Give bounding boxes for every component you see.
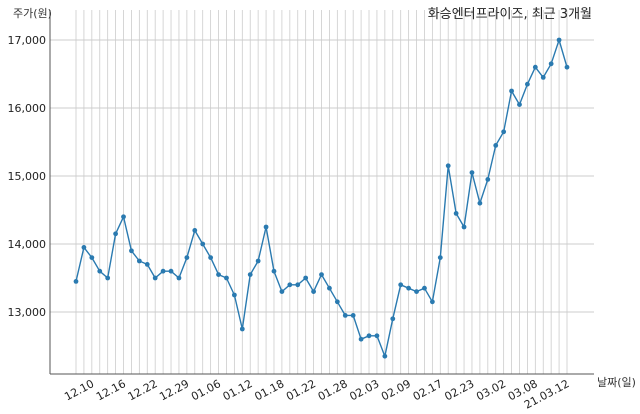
- data-point: [461, 224, 467, 230]
- chart-title: 화승엔터프라이즈, 최근 3개월: [428, 7, 592, 22]
- x-tick-label: 02.23: [442, 377, 476, 403]
- data-point: [334, 299, 340, 305]
- data-point: [295, 282, 301, 288]
- data-point: [477, 200, 483, 206]
- grid-lines: [50, 10, 594, 374]
- data-point: [429, 299, 435, 305]
- data-point: [319, 272, 324, 277]
- data-point: [121, 214, 126, 220]
- data-point: [200, 241, 206, 247]
- data-point: [327, 285, 332, 291]
- data-point: [556, 37, 562, 43]
- data-point: [540, 75, 546, 80]
- data-point: [192, 228, 198, 233]
- x-tick-label: 03.02: [474, 377, 508, 403]
- data-point: [509, 88, 514, 94]
- data-point: [73, 279, 79, 284]
- data-point: [445, 163, 451, 169]
- data-point: [97, 268, 103, 274]
- data-point: [255, 258, 261, 264]
- data-point: [350, 313, 356, 318]
- x-tick-label: 12.10: [62, 377, 96, 403]
- data-point: [303, 275, 309, 281]
- x-tick-label: 02.09: [379, 377, 413, 403]
- x-tick-label: 02.03: [347, 377, 381, 403]
- data-point: [390, 316, 396, 322]
- data-point: [168, 268, 174, 274]
- y-tick-label: 13,000: [8, 306, 47, 319]
- data-point: [105, 275, 111, 281]
- data-point: [437, 255, 443, 260]
- data-point: [398, 282, 404, 288]
- data-point: [279, 289, 285, 294]
- x-tick-label: 12.22: [126, 377, 160, 403]
- data-point: [366, 333, 372, 339]
- data-point: [414, 289, 419, 294]
- data-point: [564, 64, 570, 70]
- data-point: [501, 129, 507, 135]
- data-point: [493, 143, 499, 148]
- data-point: [129, 248, 134, 254]
- data-point: [231, 292, 237, 298]
- data-point: [358, 336, 364, 342]
- data-point: [152, 275, 158, 281]
- x-tick-label: 02.17: [411, 377, 445, 403]
- y-tick-label: 17,000: [8, 34, 47, 47]
- data-point: [548, 61, 554, 67]
- y-axis-title: 주가(원): [13, 7, 52, 20]
- data-point: [287, 282, 293, 288]
- y-tick-label: 16,000: [8, 102, 47, 115]
- data-point: [525, 81, 530, 87]
- axes: [49, 10, 594, 375]
- data-point: [247, 272, 253, 277]
- x-tick-label: 01.06: [189, 377, 223, 403]
- y-tick-label: 14,000: [8, 238, 47, 251]
- data-point: [144, 262, 150, 267]
- x-tick-label: 12.29: [157, 377, 191, 403]
- data-point: [406, 285, 412, 291]
- data-point: [81, 245, 87, 250]
- data-point: [469, 170, 475, 176]
- data-point: [89, 255, 95, 260]
- data-point: [208, 255, 214, 260]
- x-tick-label: 01.22: [284, 377, 318, 403]
- x-axis-title: 날짜(일): [597, 375, 636, 389]
- data-point: [532, 64, 538, 70]
- data-point: [382, 353, 388, 359]
- y-tick-label: 15,000: [8, 170, 47, 183]
- data-point: [113, 231, 118, 237]
- x-tick-label: 01.18: [252, 377, 286, 403]
- data-point: [342, 313, 348, 318]
- data-point: [184, 255, 190, 260]
- data-point: [239, 326, 245, 332]
- x-tick-label: 01.28: [316, 377, 350, 403]
- data-point: [271, 268, 277, 274]
- data-point: [160, 268, 166, 274]
- data-point: [216, 272, 221, 277]
- x-tick-label: 12.16: [94, 377, 128, 403]
- data-point: [374, 333, 380, 339]
- data-point: [517, 102, 522, 107]
- data-point: [453, 211, 459, 216]
- data-point: [422, 285, 427, 291]
- data-point: [263, 224, 269, 230]
- data-point: [485, 177, 491, 182]
- data-point: [224, 275, 229, 281]
- data-point: [176, 275, 182, 281]
- data-point: [311, 289, 316, 294]
- x-tick-label: 01.12: [221, 377, 255, 403]
- data-point: [136, 258, 142, 264]
- series-group: [73, 37, 570, 359]
